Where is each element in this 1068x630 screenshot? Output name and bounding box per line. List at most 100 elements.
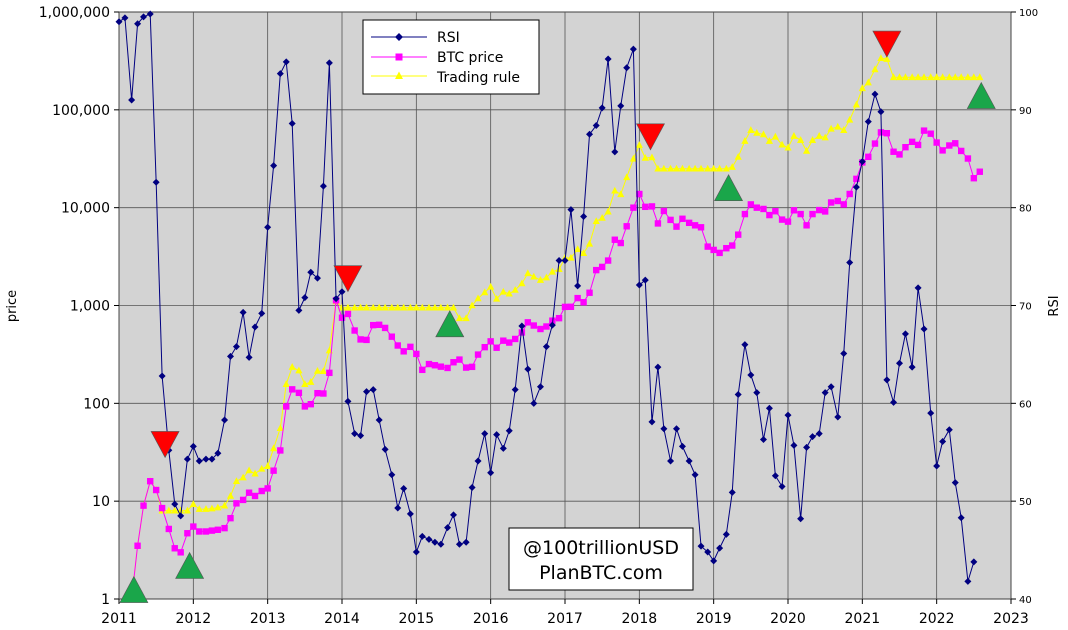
price-point [202,528,210,535]
sell-signal-marker [150,431,180,459]
rsi-point [846,258,854,266]
price-point [158,504,166,512]
price-point [357,336,364,343]
rsi-point [945,426,953,434]
y2-axis-label: RSI [1047,295,1062,316]
price-point [920,127,928,134]
price-point [344,310,352,318]
y2-tick-label: 80 [1019,204,1032,215]
price-point [871,140,879,147]
rule-point [462,314,470,322]
price-point [171,545,178,552]
rule-point [957,73,965,81]
rsi-point [202,455,210,463]
rsi-point [344,397,352,405]
y-tick-label: 1,000 [70,299,110,315]
rsi-point [908,363,916,371]
rsi-point [858,158,866,166]
price-point [741,210,749,218]
legend: RSI BTC price Trading rule [362,19,540,95]
price-point [729,242,736,249]
price-point [245,489,253,496]
rule-point [487,282,495,290]
price-point [970,175,978,182]
rule-point [685,164,693,172]
price-point [474,351,482,358]
rsi-point [239,308,247,316]
price-point [394,342,401,349]
price-point [660,207,668,215]
y-tick-label: 10 [92,494,110,510]
rule-point [555,265,563,272]
price-point [537,325,544,333]
rsi-point [450,511,457,519]
rule-point [802,146,811,154]
rsi-point [598,104,606,112]
rsi-point [741,341,749,349]
rule-point [189,500,197,508]
x-tick-label: 2011 [101,611,137,627]
rule-point [548,267,556,275]
price-point [952,140,959,147]
rsi-point [177,512,185,520]
rsi-point [617,102,625,110]
price-point [152,486,160,494]
rule-point [220,501,229,509]
rule-point [660,164,668,172]
price-point [667,216,674,224]
rule-point [784,143,792,151]
x-tick-label: 2016 [473,611,509,627]
rule-point [585,239,594,247]
price-point [363,336,370,344]
rule-point [641,153,649,161]
rsi-point [189,442,197,450]
rsi-point [790,441,798,449]
rsi-point [400,484,408,492]
price-point [593,266,600,274]
rule-point [418,303,426,311]
rsi-point [530,399,538,407]
rsi-point [592,121,600,129]
rsi-point [171,500,179,508]
price-point [840,201,847,208]
price-point [704,243,711,250]
rsi-point [462,538,470,546]
rsi-point [406,510,414,518]
rsi-point [951,479,959,487]
y2-tick-label: 60 [1019,399,1032,410]
rule-point [232,477,241,484]
rsi-point [914,284,922,292]
rsi-point [487,469,495,477]
rsi-point [375,416,383,424]
rule-point [251,469,259,477]
rule-point [753,128,761,136]
price-point [567,303,575,310]
legend-rule-marker [395,71,403,79]
price-point [697,224,705,231]
rule-point [871,65,879,73]
rule-point [239,473,247,481]
price-point [283,403,290,410]
rule-point [288,363,296,370]
rsi-point [939,437,947,445]
rule-point [771,132,779,140]
price-point [636,190,643,198]
rule-point [524,269,532,277]
price-point [747,201,755,208]
x-tick-label: 2021 [845,611,881,627]
price-point [642,203,649,211]
series-trading-rule [128,54,984,602]
rule-point [437,303,445,311]
price-point [320,390,327,397]
rule-point [864,78,872,86]
price-point [617,239,624,247]
watermark: @100trillionUSD PlanBTC.com [508,527,694,591]
price-point [827,199,835,206]
price-point [685,219,693,227]
rsi-point [710,557,718,565]
rsi-point [152,178,160,186]
price-point [425,360,433,368]
price-point [462,364,470,371]
rsi-point [288,120,296,128]
rule-point [976,73,984,81]
